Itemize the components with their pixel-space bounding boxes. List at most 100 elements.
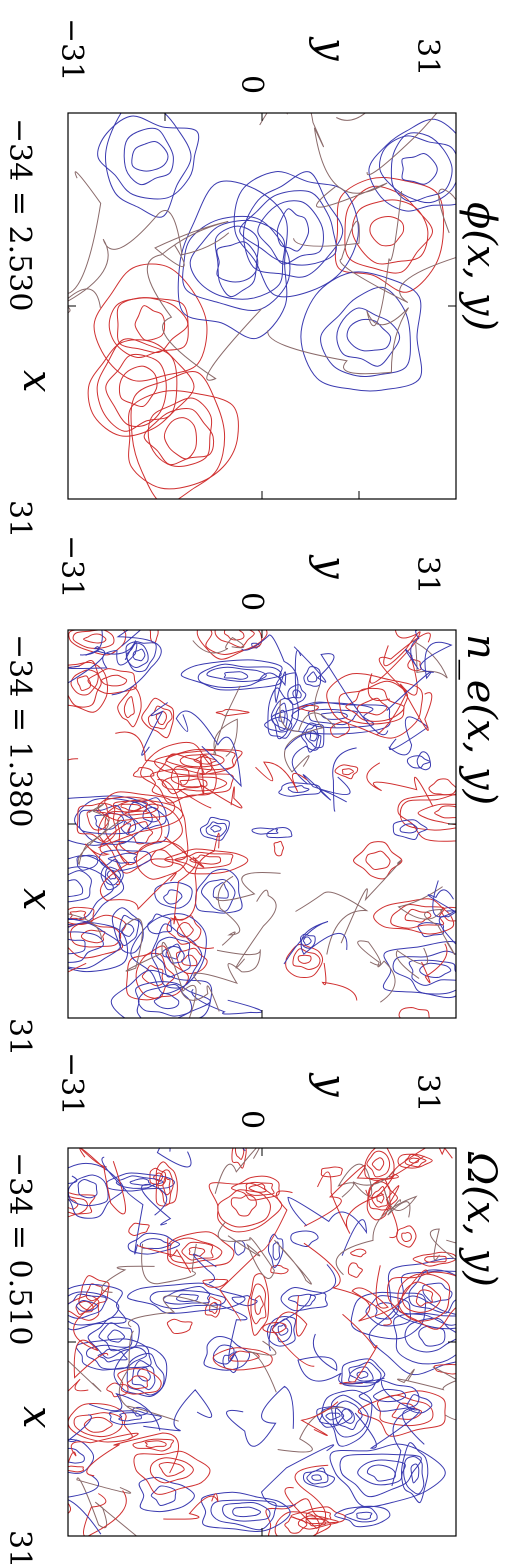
contour-negative: [257, 671, 297, 703]
contour-positive: [284, 1464, 329, 1530]
contour-negative: [107, 852, 138, 864]
contour-positive: [334, 176, 445, 293]
contour-negative: [210, 824, 222, 833]
contour-positive: [166, 1318, 193, 1334]
panel-phi-y-label: y: [308, 36, 354, 62]
contour-zero: [235, 889, 277, 969]
contour-negative: [75, 1300, 98, 1312]
contour-negative: [68, 1175, 78, 1184]
contour-positive: [255, 761, 308, 792]
contour-negative: [68, 922, 122, 970]
contour-negative: [104, 866, 121, 886]
contour-zero: [432, 1366, 456, 1421]
contour-negative: [128, 797, 167, 830]
panel-phi-y-tick-min: −31: [54, 18, 89, 81]
contour-zero: [214, 1148, 260, 1194]
contour-negative: [205, 821, 228, 838]
contour-negative: [334, 1400, 363, 1431]
contour-positive: [334, 764, 359, 780]
contour-negative: [189, 219, 286, 300]
contour-positive: [73, 1412, 123, 1438]
contour-zero: [293, 188, 456, 304]
contour-positive: [341, 768, 354, 776]
contour-negative: [307, 708, 358, 726]
contour-negative: [243, 171, 344, 278]
contour-negative: [191, 988, 263, 1015]
contour-negative: [306, 1470, 329, 1485]
contour-negative: [153, 992, 180, 1010]
contour-positive: [170, 832, 220, 920]
contour-positive: [84, 819, 132, 885]
contour-negative: [403, 1456, 425, 1495]
contour-positive: [162, 1176, 171, 1196]
contour-positive: [208, 1182, 283, 1233]
contour-positive: [70, 669, 99, 696]
contour-zero: [68, 209, 230, 314]
contour-negative: [417, 922, 445, 938]
contour-negative: [222, 1501, 271, 1522]
contour-positive: [231, 1175, 280, 1201]
contour-negative: [408, 1269, 456, 1314]
contour-negative: [307, 671, 318, 683]
contour-negative: [214, 1302, 248, 1363]
contour-positive: [120, 803, 142, 812]
contour-negative: [212, 882, 229, 899]
contour-positive: [76, 802, 117, 843]
contour-positive: [376, 632, 431, 736]
contour-positive: [104, 796, 159, 816]
panel-omega-x-tick-max: 31: [2, 1530, 37, 1568]
contour-negative: [182, 215, 291, 312]
contour-positive: [158, 1461, 185, 1477]
contour-negative: [98, 1322, 133, 1352]
contour-negative: [232, 1506, 261, 1518]
contour-positive: [123, 696, 135, 719]
contour-positive: [347, 1262, 363, 1278]
contour-positive: [366, 1178, 399, 1221]
contour-positive: [82, 1490, 127, 1536]
contour-positive: [118, 365, 158, 408]
contour-positive: [369, 216, 405, 247]
contour-negative: [358, 1379, 420, 1412]
contour-positive: [68, 906, 95, 925]
contour-negative: [280, 1287, 328, 1312]
contour-positive: [82, 633, 107, 644]
contour-zero: [68, 913, 103, 941]
contour-negative: [251, 642, 261, 649]
contour-negative: [419, 962, 452, 978]
contour-positive: [87, 339, 195, 437]
contour-negative: [101, 1156, 144, 1255]
contour-positive: [271, 1295, 315, 1367]
contour-positive: [366, 762, 434, 807]
contour-positive: [150, 768, 234, 799]
contour-negative: [231, 1295, 258, 1307]
contour-negative: [321, 1389, 373, 1447]
contour-zero: [146, 221, 263, 381]
contour-negative: [76, 854, 99, 871]
contour-negative: [393, 1312, 456, 1365]
contour-positive: [230, 1194, 257, 1217]
contour-positive: [388, 1148, 453, 1178]
contour-negative: [260, 1444, 335, 1507]
contour-positive: [351, 1265, 392, 1326]
contour-negative: [115, 1175, 164, 1189]
panel-phi-x-tick-max: 31: [2, 500, 37, 538]
contour-positive: [351, 199, 429, 265]
contour-positive: [421, 943, 448, 984]
contour-positive: [297, 1515, 340, 1530]
contour-positive: [150, 849, 174, 868]
contour-negative: [223, 671, 249, 680]
contour-negative: [107, 1329, 125, 1343]
contour-positive: [117, 810, 163, 854]
contour-zero: [192, 636, 245, 654]
contour-positive: [214, 630, 255, 648]
contour-negative: [68, 1293, 107, 1319]
contour-negative: [268, 1264, 337, 1351]
contour-negative: [100, 858, 124, 891]
contour-positive: [96, 338, 178, 432]
contour-negative: [68, 1283, 127, 1331]
contour-negative: [163, 1290, 211, 1305]
contour-negative: [292, 689, 302, 699]
contour-zero: [127, 1295, 218, 1328]
contour-negative: [406, 1394, 433, 1414]
contour-negative: [341, 1358, 386, 1387]
